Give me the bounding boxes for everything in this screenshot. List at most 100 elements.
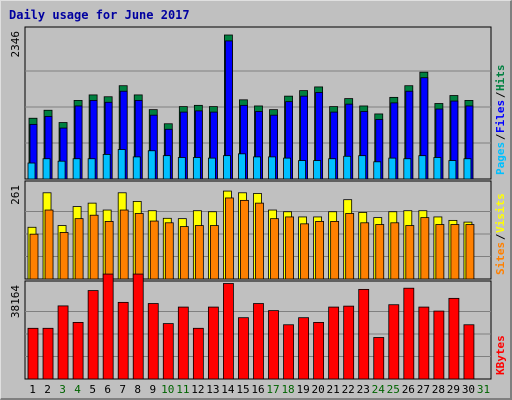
bar-pages-day-17 — [268, 156, 276, 180]
bar-pages-day-25 — [388, 157, 397, 180]
bar-pages-day-27 — [418, 155, 427, 180]
bar-sites-day-22 — [345, 213, 355, 280]
bar-sites-day-5 — [89, 214, 99, 280]
ymax-label-hits_files_pages: 2346 — [9, 31, 22, 58]
legend-kbytes: KBytes — [494, 335, 507, 375]
bar-sites-day-15 — [240, 199, 249, 280]
bar-kbytes-day-12 — [192, 327, 204, 380]
day-label-11: 11 — [176, 383, 189, 396]
day-label-31: 31 — [477, 383, 490, 396]
bar-kbytes-day-2 — [42, 327, 54, 380]
day-label-24: 24 — [372, 383, 386, 396]
day-label-28: 28 — [432, 383, 445, 396]
bar-pages-day-5 — [87, 158, 96, 180]
bar-pages-day-6 — [102, 154, 111, 180]
day-label-3: 3 — [59, 383, 66, 396]
bar-kbytes-day-9 — [147, 303, 159, 380]
day-label-23: 23 — [357, 383, 370, 396]
bar-kbytes-day-7 — [117, 301, 129, 380]
day-label-17: 17 — [266, 383, 279, 396]
bar-pages-day-24 — [373, 161, 382, 180]
legend-visits: Visits — [494, 193, 507, 233]
bar-pages-day-19 — [298, 160, 306, 180]
bar-kbytes-day-5 — [87, 290, 99, 380]
bar-sites-day-26 — [405, 225, 415, 280]
legend-hits: Hits — [494, 65, 507, 92]
bar-sites-day-11 — [179, 226, 189, 280]
bar-sites-day-1 — [29, 233, 39, 280]
bar-sites-day-23 — [360, 222, 370, 280]
bar-kbytes-day-15 — [238, 317, 249, 380]
bar-kbytes-day-10 — [162, 323, 174, 380]
bar-pages-day-29 — [448, 160, 457, 180]
ymax-label-kbytes: 38164 — [9, 285, 22, 318]
bar-sites-day-21 — [330, 221, 340, 280]
bar-sites-day-16 — [255, 202, 264, 280]
bar-sites-day-18 — [285, 216, 294, 280]
day-label-22: 22 — [342, 383, 355, 396]
bar-sites-day-29 — [450, 224, 460, 280]
legend-sites: Sites — [494, 242, 507, 275]
bar-pages-day-7 — [117, 149, 126, 180]
bar-sites-day-12 — [194, 225, 204, 280]
bar-kbytes-day-11 — [177, 306, 189, 380]
bar-sites-day-7 — [119, 209, 129, 280]
bar-pages-day-28 — [433, 157, 442, 180]
day-label-1: 1 — [29, 383, 36, 396]
bar-pages-day-10 — [162, 155, 171, 180]
bar-kbytes-day-29 — [448, 297, 460, 380]
bar-sites-day-10 — [164, 222, 174, 280]
bar-kbytes-day-22 — [343, 305, 355, 380]
day-label-21: 21 — [327, 383, 340, 396]
day-label-15: 15 — [236, 383, 249, 396]
day-label-10: 10 — [161, 383, 174, 396]
bar-pages-day-22 — [343, 155, 352, 180]
bar-kbytes-day-18 — [283, 324, 294, 380]
bar-kbytes-day-17 — [268, 310, 279, 380]
bar-pages-day-14 — [223, 155, 231, 180]
bar-kbytes-day-3 — [57, 305, 69, 380]
legend-separator: / — [494, 133, 507, 140]
bar-kbytes-day-28 — [433, 310, 445, 380]
day-label-30: 30 — [462, 383, 475, 396]
day-label-5: 5 — [89, 383, 96, 396]
bar-kbytes-day-13 — [207, 306, 219, 380]
legend-separator: / — [494, 91, 507, 98]
day-label-18: 18 — [281, 383, 294, 396]
day-label-27: 27 — [417, 383, 430, 396]
bar-sites-day-13 — [209, 225, 219, 280]
bar-kbytes-day-24 — [373, 337, 385, 380]
bar-kbytes-day-21 — [328, 306, 340, 380]
day-label-4: 4 — [74, 383, 81, 396]
bar-pages-day-13 — [207, 157, 216, 180]
bar-pages-day-3 — [57, 160, 66, 180]
day-label-12: 12 — [191, 383, 204, 396]
day-label-19: 19 — [296, 383, 309, 396]
day-label-14: 14 — [221, 383, 235, 396]
day-label-25: 25 — [387, 383, 400, 396]
day-label-8: 8 — [134, 383, 141, 396]
bar-kbytes-day-20 — [313, 322, 325, 380]
bar-kbytes-day-27 — [418, 306, 430, 380]
bar-sites-day-17 — [270, 218, 279, 280]
bar-kbytes-day-1 — [27, 327, 39, 380]
day-label-2: 2 — [44, 383, 51, 396]
bar-kbytes-day-16 — [253, 303, 264, 380]
day-label-29: 29 — [447, 383, 460, 396]
chart-title: Daily usage for June 2017 — [9, 8, 190, 22]
bar-sites-day-30 — [465, 224, 475, 280]
bar-pages-day-18 — [283, 157, 291, 180]
bar-sites-day-3 — [59, 232, 69, 280]
bar-sites-day-2 — [44, 209, 54, 280]
bar-pages-day-11 — [177, 157, 186, 180]
bar-sites-day-9 — [149, 220, 159, 280]
bar-kbytes-day-30 — [463, 324, 475, 380]
bar-kbytes-day-19 — [298, 317, 309, 380]
bar-kbytes-day-6 — [102, 273, 114, 380]
bar-sites-day-24 — [375, 224, 385, 280]
legend-files: Files — [494, 100, 507, 133]
bar-pages-day-8 — [132, 156, 141, 180]
bar-kbytes-day-25 — [388, 304, 400, 380]
